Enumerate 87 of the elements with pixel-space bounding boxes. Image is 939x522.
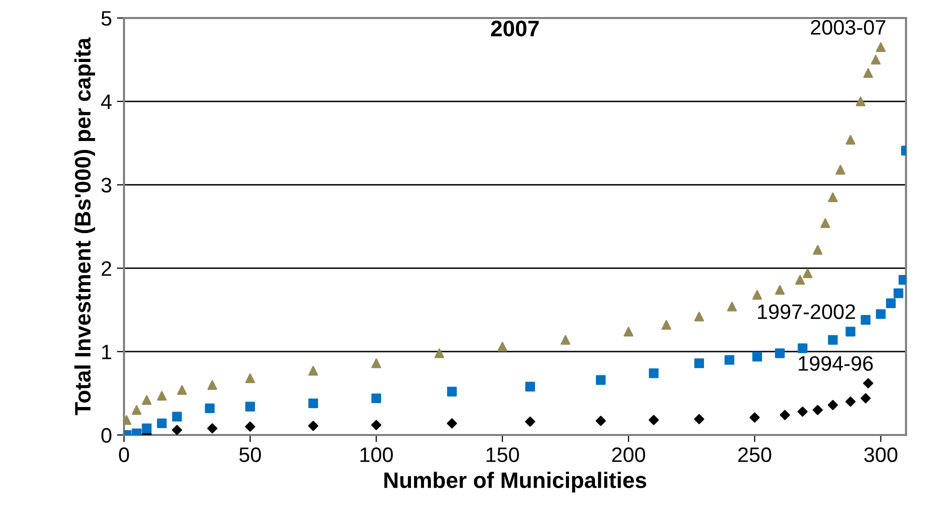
point (172, 412, 182, 422)
point (525, 382, 535, 392)
point (434, 348, 444, 358)
point (525, 416, 536, 427)
point (142, 423, 152, 434)
point (798, 343, 808, 354)
y-tick-label: 5 (101, 11, 112, 26)
point (828, 400, 838, 410)
point (836, 164, 846, 175)
point (177, 385, 187, 395)
point (308, 366, 318, 376)
point (245, 402, 255, 412)
point (780, 410, 790, 420)
point (694, 414, 704, 424)
x-tick-label: 200 (612, 447, 646, 462)
point (661, 320, 672, 330)
point (894, 288, 904, 298)
point (694, 358, 704, 368)
x-tick-label: 150 (486, 447, 519, 462)
point (596, 416, 606, 426)
point (308, 398, 318, 408)
point (795, 275, 805, 285)
point (371, 393, 382, 404)
point (845, 396, 856, 407)
point (207, 423, 218, 434)
point (207, 380, 218, 390)
y-tick-label: 3 (101, 178, 112, 193)
point (648, 414, 659, 426)
y-tick-label: 2 (102, 261, 112, 276)
point (876, 42, 886, 52)
x-tick-label: 100 (360, 447, 393, 462)
annotation: 1997-2002 (758, 304, 856, 320)
point (245, 373, 255, 384)
point (846, 134, 856, 145)
point (694, 312, 704, 322)
point (828, 192, 838, 202)
point (797, 406, 808, 417)
point (142, 395, 152, 405)
point (775, 285, 785, 295)
point (870, 54, 881, 65)
point (860, 315, 870, 325)
point (172, 424, 182, 435)
point (245, 422, 256, 432)
point (156, 390, 167, 401)
point (446, 418, 458, 428)
point (820, 218, 830, 228)
x-tick-label: 50 (239, 447, 261, 462)
point (371, 420, 382, 430)
x-axis-title: Number of Municipalities (384, 472, 646, 492)
point (498, 342, 508, 352)
point (596, 375, 606, 385)
annotation: 2003-07 (810, 20, 886, 35)
point (447, 386, 457, 396)
point (886, 298, 896, 308)
point (812, 404, 823, 416)
y-axis-title: Total Investment (Bs'000) per capita (74, 37, 96, 416)
x-tick-label: 0 (119, 447, 129, 462)
annotation: 1994-96 (798, 356, 873, 371)
point (775, 348, 785, 358)
point (560, 335, 570, 345)
point (876, 309, 886, 319)
point (648, 368, 659, 378)
point (828, 335, 838, 345)
point (856, 96, 866, 106)
point (204, 403, 215, 414)
x-tick-label: 250 (738, 447, 772, 462)
x-tick-label: 300 (864, 447, 898, 462)
chart-title: 2007 (491, 20, 539, 36)
point (863, 378, 874, 388)
point (371, 358, 382, 368)
point (727, 302, 737, 312)
y-tick-label: 4 (101, 94, 112, 109)
y-tick-label: 0 (101, 428, 112, 443)
point (132, 405, 142, 415)
point (846, 326, 856, 336)
point (624, 326, 634, 336)
point (156, 418, 167, 428)
point (802, 268, 812, 278)
point (752, 352, 762, 362)
point (724, 355, 734, 365)
point (308, 420, 318, 431)
point (860, 393, 871, 404)
point (812, 244, 823, 255)
y-tick-label: 1 (102, 344, 112, 360)
point (863, 68, 874, 78)
point (752, 290, 762, 300)
point (750, 412, 760, 423)
